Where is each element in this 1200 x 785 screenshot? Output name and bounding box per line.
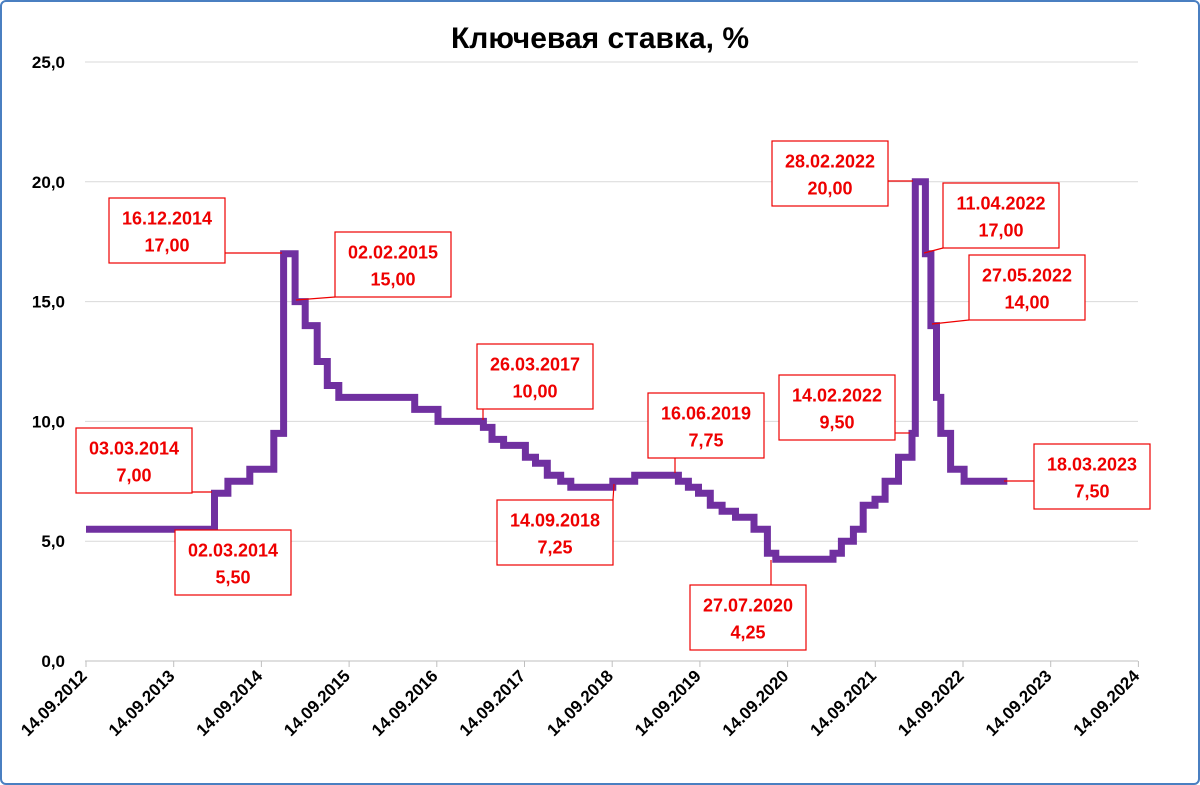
x-tick-label: 14.09.2023 [982,666,1056,740]
annotation-callout: 16.12.2014 17,00 [108,197,282,264]
annotation-value: 17,00 [144,236,189,256]
annotation-value: 14,00 [1004,293,1049,313]
x-tick-label: 14.09.2022 [894,666,968,740]
chart-title: Ключевая ставка, % [451,22,749,55]
x-tick-label: 14.09.2024 [1070,666,1144,740]
annotation-date: 27.07.2020 [703,596,793,616]
annotation-date: 28.02.2022 [785,152,875,172]
annotation-value: 10,00 [512,382,557,402]
annotation-leader [612,483,615,501]
annotation-callout: 02.03.2014 5,50 [174,529,292,596]
annotation-date: 11.04.2022 [956,194,1045,214]
x-tick-label: 14.09.2014 [193,666,267,740]
annotation-date: 03.03.2014 [89,439,179,459]
annotation-date: 14.09.2018 [510,511,600,531]
annotation-callout: 18.03.2023 7,50 [1004,443,1151,510]
x-tick-label: 14.09.2016 [368,666,442,740]
annotation-date: 16.12.2014 [122,209,212,229]
annotation-date: 27.05.2022 [982,266,1072,286]
y-tick-label: 10,0 [32,412,65,431]
annotation-box [476,343,594,410]
x-tick-label: 14.09.2013 [105,666,179,740]
x-tick-label: 14.09.2020 [719,666,793,740]
y-axis-ticks: 0,0 5,0 10,0 15,0 20,0 25,0 [32,53,65,671]
annotation-leader [923,247,944,254]
annotation-box [496,499,614,566]
y-tick-label: 25,0 [32,53,65,72]
annotation-box [689,584,807,651]
annotation-box [942,182,1060,249]
annotation-value: 7,50 [1074,482,1109,502]
annotation-callout: 11.04.2022 17,00 [923,182,1060,254]
annotation-value: 7,25 [537,538,572,558]
x-axis: 14.09.2012 14.09.2013 14.09.2014 14.09.2015… [17,660,1144,740]
annotation-callout: 14.09.2018 7,25 [496,483,615,566]
annotation-box [75,427,193,494]
y-tick-label: 5,0 [41,532,65,551]
x-tick-label: 14.09.2015 [280,666,354,740]
annotation-box [647,392,765,459]
series-layer [86,178,1008,563]
y-tick-label: 15,0 [32,293,65,312]
annotation-callout: 03.03.2014 7,00 [75,427,212,494]
annotation-value: 15,00 [370,270,415,290]
annotation-callout: 14.02.2022 9,50 [778,374,910,441]
annotation-leader [295,296,336,301]
annotation-value: 5,50 [215,568,250,588]
x-tick-label: 14.09.2017 [456,666,530,740]
annotation-box [778,374,896,441]
x-tick-label: 14.09.2021 [807,666,881,740]
annotation-box [334,231,452,298]
annotation-date: 02.02.2015 [348,243,438,263]
annotation-box [174,529,292,596]
annotation-callout: 28.02.2022 20,00 [771,140,913,207]
annotation-value: 9,50 [819,413,854,433]
annotation-value: 4,25 [730,623,765,643]
x-tick-label: 14.09.2018 [543,666,617,740]
annotation-date: 02.03.2014 [188,541,278,561]
x-tick-label: 14.09.2012 [17,666,91,740]
annotation-box [108,197,226,264]
annotation-date: 16.06.2019 [661,404,751,424]
series-line [86,178,1008,563]
annotation-date: 18.03.2023 [1047,455,1137,475]
annotation-value: 7,75 [688,431,723,451]
annotation-date: 14.02.2022 [792,386,882,406]
annotation-box [771,140,889,207]
annotation-value: 17,00 [978,221,1023,241]
x-tick-label: 14.09.2019 [631,666,705,740]
annotation-value: 20,00 [807,179,852,199]
annotation-box [1033,443,1151,510]
annotation-date: 26.03.2017 [490,355,580,375]
annotation-box [968,254,1086,321]
annotations-layer: 03.03.2014 7,00 02.03.2014 5,50 16.12.2014 17… [75,140,1151,651]
annotation-callout: 02.02.2015 15,00 [295,231,452,301]
annotation-callout: 27.07.2020 4,25 [689,560,807,651]
annotation-callout: 16.06.2019 7,75 [647,392,765,473]
y-tick-label: 0,0 [41,652,65,671]
annotation-callout: 26.03.2017 10,00 [476,343,594,420]
annotation-leader [931,319,970,325]
annotation-value: 7,00 [116,466,151,486]
annotation-callout: 27.05.2022 14,00 [931,254,1086,325]
y-tick-label: 20,0 [32,173,65,192]
